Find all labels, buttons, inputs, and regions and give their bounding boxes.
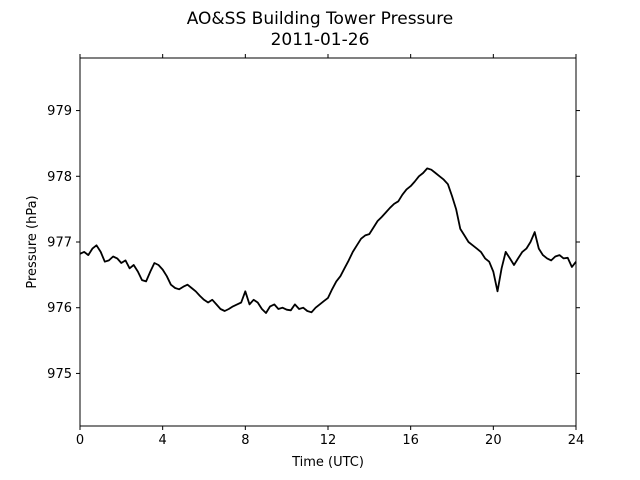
- x-tick-label: 8: [241, 433, 249, 448]
- plot-area: [79, 57, 577, 427]
- chart-title: AO&SS Building Tower Pressure: [187, 9, 454, 29]
- chart-subtitle: 2011-01-26: [271, 30, 370, 50]
- x-axis-label: Time (UTC): [291, 455, 364, 470]
- x-tick-label: 16: [402, 433, 419, 448]
- y-axis: 975 976 977 978 979: [47, 104, 580, 382]
- x-tick-label: 24: [568, 433, 585, 448]
- x-tick-label: 0: [76, 433, 84, 448]
- x-tick-label: 4: [159, 433, 167, 448]
- y-tick-label: 977: [47, 236, 72, 251]
- x-axis: 0 4 8 12 16 20 24: [76, 54, 584, 448]
- y-tick-label: 978: [47, 170, 72, 185]
- x-tick-label: 12: [320, 433, 337, 448]
- pressure-series-line: [79, 167, 577, 314]
- y-axis-label: Pressure (hPa): [25, 195, 40, 288]
- x-tick-label: 20: [485, 433, 502, 448]
- y-tick-label: 976: [47, 301, 72, 316]
- y-tick-label: 979: [47, 104, 72, 119]
- y-tick-label: 975: [47, 367, 72, 382]
